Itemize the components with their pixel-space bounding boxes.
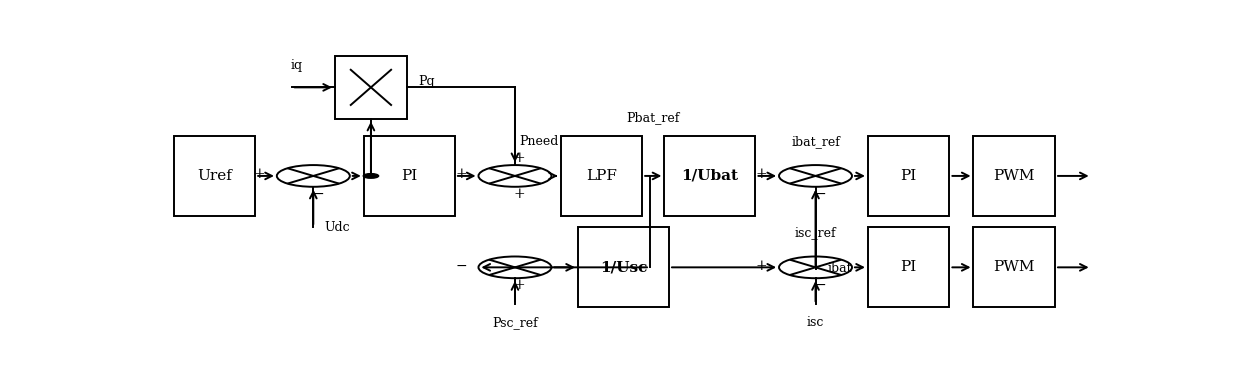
Circle shape: [363, 174, 379, 178]
FancyBboxPatch shape: [974, 136, 1056, 216]
Text: ibat_ref: ibat_ref: [790, 135, 840, 148]
Text: +: +: [514, 278, 525, 292]
Text: 1/Ubat: 1/Ubat: [681, 169, 738, 183]
FancyBboxPatch shape: [560, 136, 642, 216]
FancyBboxPatch shape: [335, 56, 406, 119]
Text: ibat: ibat: [828, 262, 851, 275]
FancyBboxPatch shape: [867, 136, 949, 216]
FancyBboxPatch shape: [974, 227, 1056, 307]
FancyBboxPatch shape: [867, 227, 949, 307]
Text: −: −: [814, 187, 826, 201]
Text: isc_ref: isc_ref: [794, 226, 836, 239]
Text: +: +: [456, 167, 467, 181]
Text: PI: PI: [901, 260, 917, 274]
Text: −: −: [312, 187, 323, 201]
Text: LPF: LPF: [586, 169, 617, 183]
Text: +: +: [756, 259, 767, 273]
Text: iq: iq: [290, 59, 302, 72]
Text: Pq: Pq: [419, 75, 435, 88]
Text: PI: PI: [901, 169, 917, 183]
FancyBboxPatch shape: [173, 136, 255, 216]
Text: Uref: Uref: [197, 169, 232, 183]
FancyBboxPatch shape: [664, 136, 756, 216]
Text: +: +: [254, 167, 265, 181]
FancyBboxPatch shape: [364, 136, 455, 216]
Text: 1/Usc: 1/Usc: [600, 260, 647, 274]
FancyBboxPatch shape: [577, 227, 669, 307]
Text: Psc_ref: Psc_ref: [492, 316, 538, 329]
Text: +: +: [514, 151, 525, 165]
Text: Pneed: Pneed: [520, 135, 559, 148]
Text: isc: isc: [807, 316, 824, 329]
Text: Pbat_ref: Pbat_ref: [627, 112, 680, 125]
Text: PWM: PWM: [994, 260, 1035, 274]
Text: +: +: [514, 187, 525, 201]
Text: +: +: [756, 167, 767, 181]
Text: PI: PI: [401, 169, 418, 183]
Text: Udc: Udc: [325, 221, 351, 234]
Text: −: −: [456, 259, 467, 273]
Text: −: −: [814, 278, 826, 292]
Text: PWM: PWM: [994, 169, 1035, 183]
